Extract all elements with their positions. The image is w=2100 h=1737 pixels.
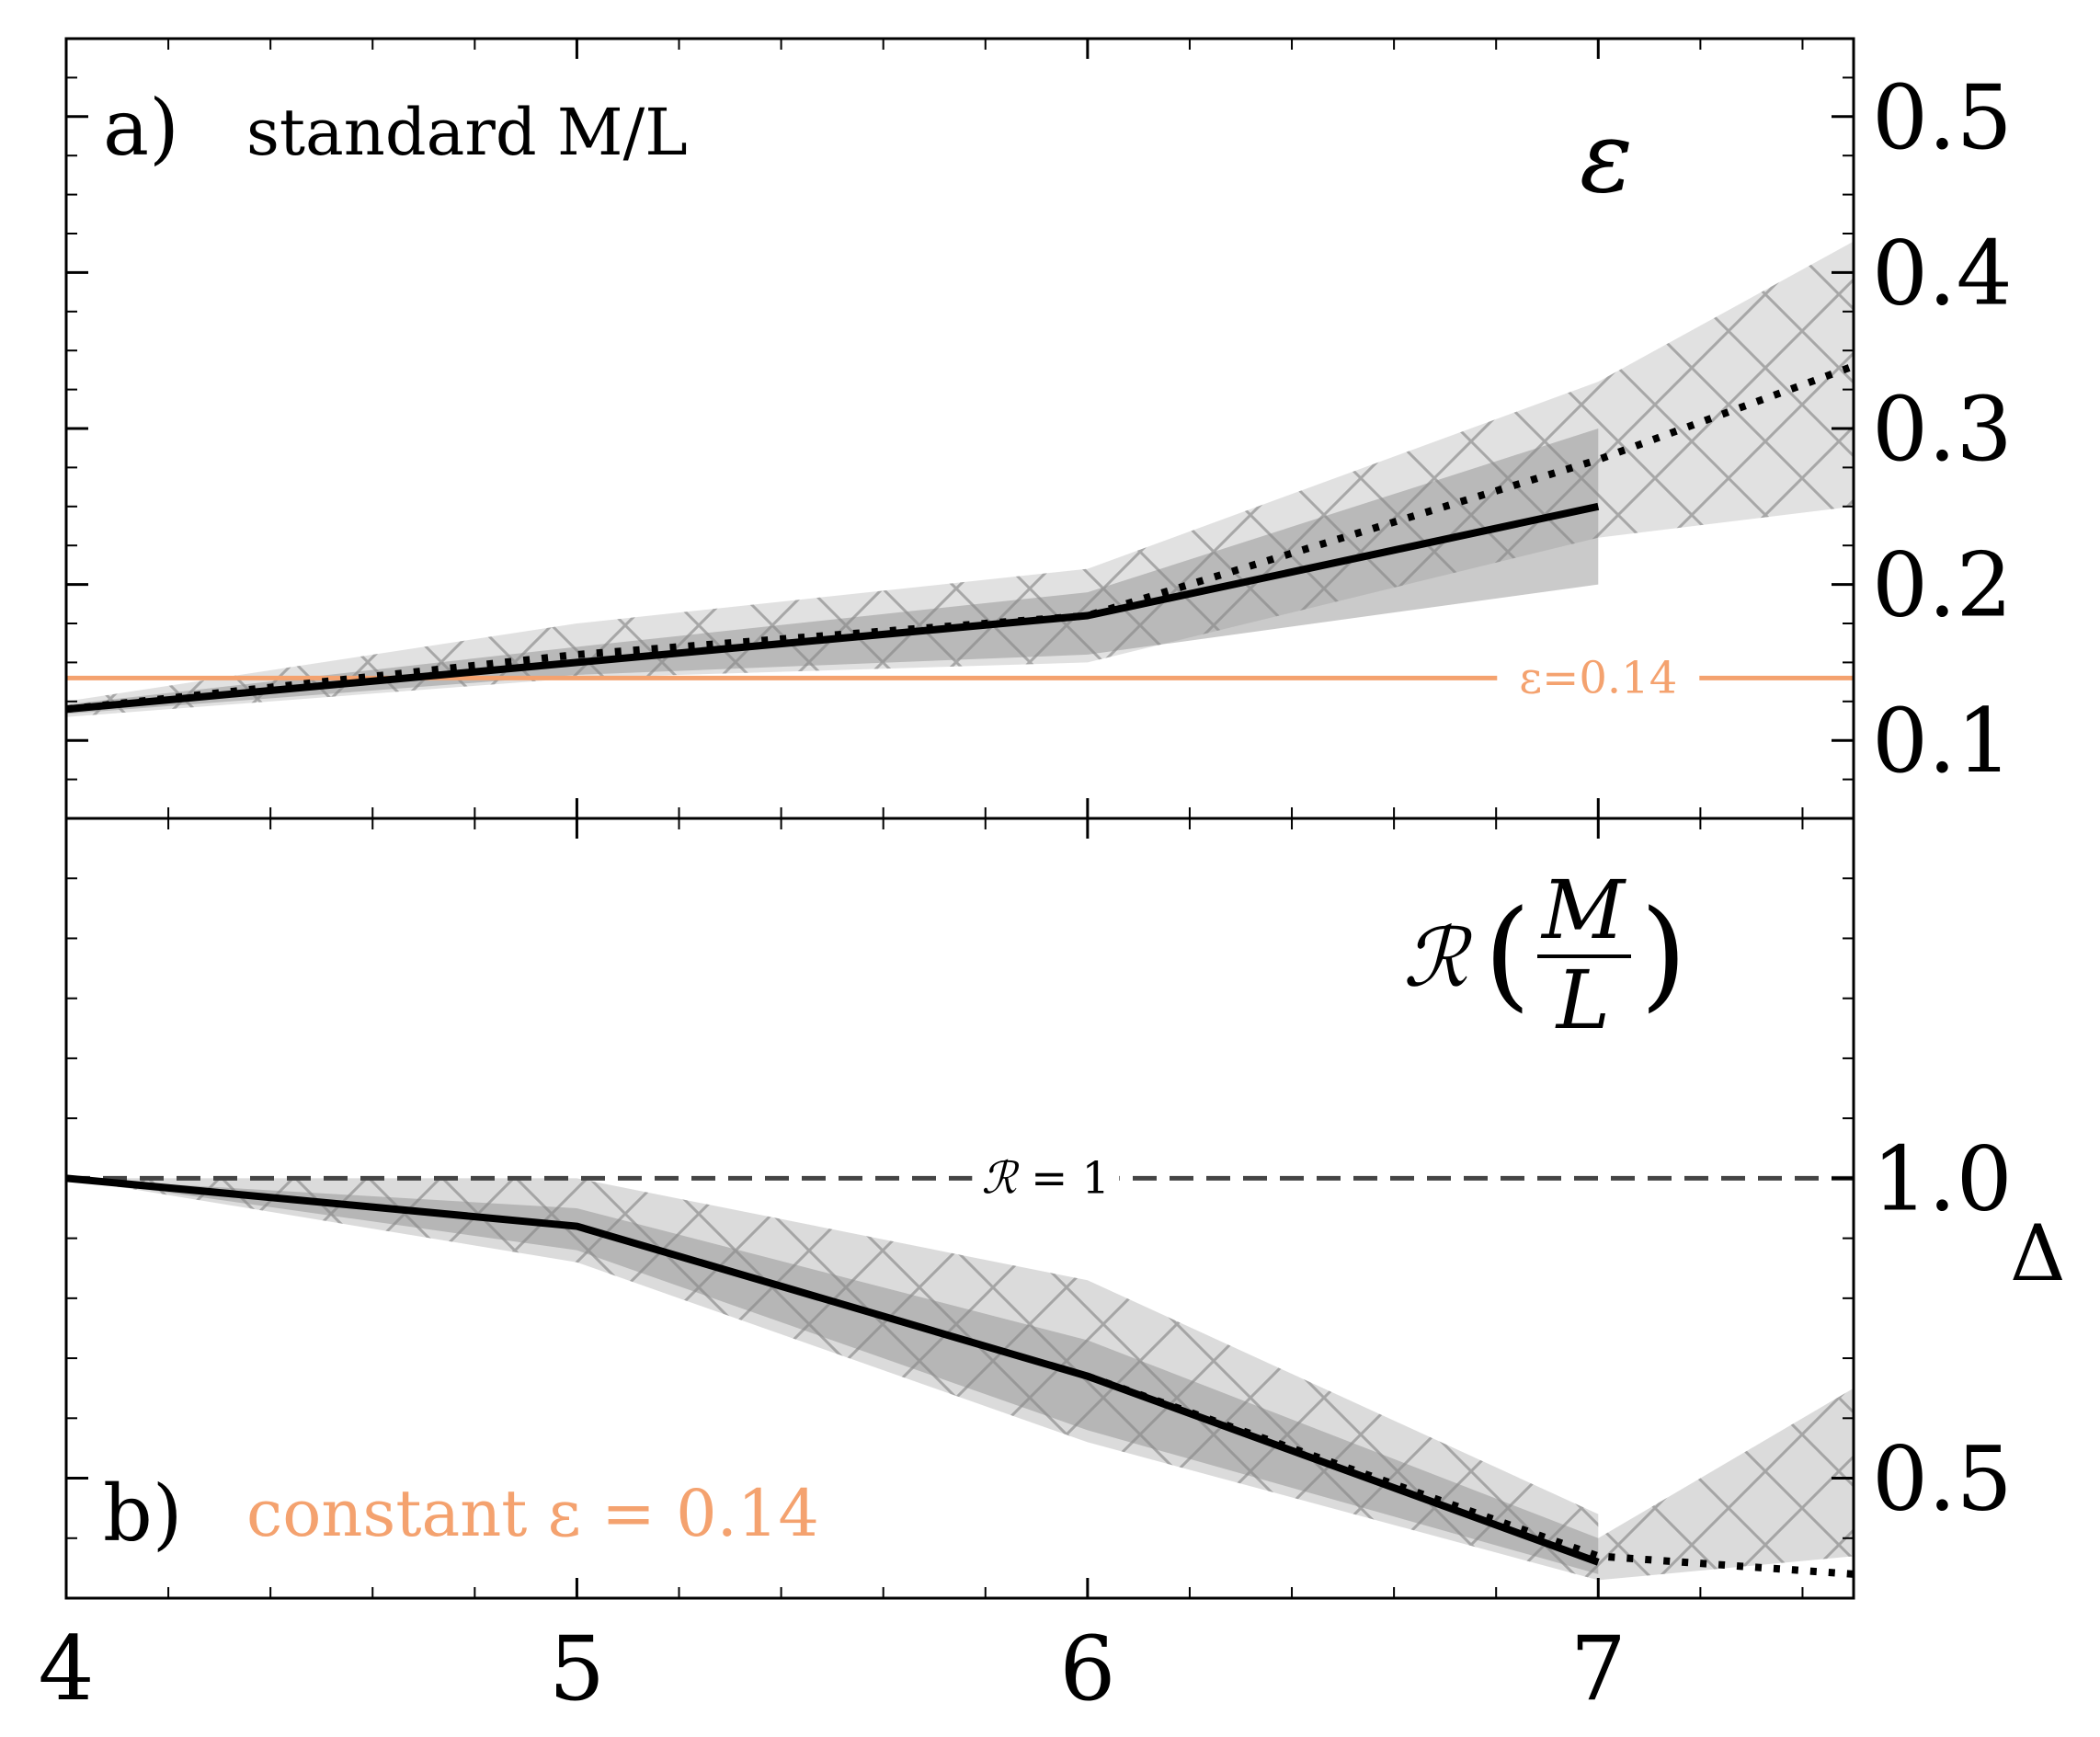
panel-a-reference-label-group: ε=0.14 [1497,652,1700,704]
x-tick-label: 7 [1570,1617,1626,1720]
x-tick-labels: 4 5 6 7 [38,1617,1626,1720]
panel-a: 0.1 0.2 0.3 0.4 0.5 a) standard M/L ε ε=0.14 [64,37,2013,820]
panel-a-y-label: ε [1580,100,1633,215]
panel-b: 0.5 1.0 4 5 6 7 b) constant ε = 0.14 ℛ ( M L… [38,817,2066,1720]
panel-b-y-label-numerator: M [1540,863,1626,957]
panel-a-y-tick-labels: 0.1 0.2 0.3 0.4 0.5 [1872,66,2013,793]
y-tick-label: 0.2 [1872,534,2013,637]
y-tick-label: 1.0 [1872,1127,2013,1230]
panel-b-ticks [64,818,1854,1598]
panel-a-reference-label-bg [1497,652,1700,704]
panel-b-y-label-script: ℛ [1403,910,1473,1005]
panel-a-plot-area [66,241,1854,717]
x-tick-label: 4 [38,1617,94,1720]
panel-a-title-text: standard M/L [246,95,688,170]
x-tick-label: 6 [1059,1617,1115,1720]
panel-b-series-solid [66,1174,1600,1566]
panel-b-reference-label-script: ℛ [982,1152,1021,1204]
panel-a-label: a) [103,83,179,173]
panel-b-side-label: Δ [2010,1208,2066,1298]
panel-b-reference-label: ℛ = 1 [982,1152,1111,1204]
panel-a-series-solid [66,502,1600,714]
y-tick-label: 0.5 [1872,1428,2013,1531]
panel-b-y-tick-labels: 0.5 1.0 [1872,1127,2013,1530]
panel-a-outer-band-hatch [66,241,1854,717]
y-tick-label: 0.3 [1872,378,2013,481]
panel-b-title: constant ε = 0.14 [246,1476,819,1551]
panel-b-frame [64,817,1855,1600]
panel-b-y-label: ℛ ( M L ) [1403,863,1687,1047]
panel-b-y-label-denominator: L [1555,953,1610,1047]
panel-a-title: standard M/L [246,95,688,170]
y-tick-label: 0.4 [1872,222,2013,325]
panel-b-reference-label-group: ℛ = 1 [972,1152,1120,1205]
y-tick-label: 0.5 [1872,66,2013,169]
panel-b-y-label-right-paren: ) [1640,884,1687,1023]
panel-b-y-label-left-paren: ( [1484,884,1531,1023]
x-tick-label: 5 [549,1617,605,1720]
y-tick-label: 0.1 [1872,690,2013,793]
panel-b-label: b) [103,1468,183,1559]
panel-b-reference-label-rest: = 1 [1017,1152,1110,1204]
panel-a-reference-label: ε=0.14 [1519,652,1677,703]
panel-b-reference-label-bg [972,1152,1120,1205]
panel-b-plot-area [66,1174,1854,1581]
panel-a-ticks [64,39,1854,818]
panel-b-outer-band-hatch [66,1178,1854,1581]
